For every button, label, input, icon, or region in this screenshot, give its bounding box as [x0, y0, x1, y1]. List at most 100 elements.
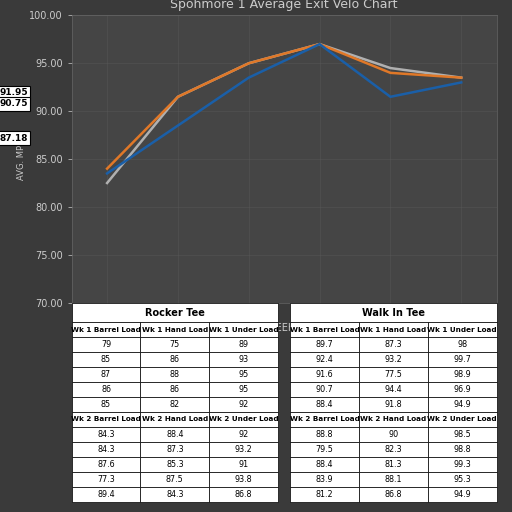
X-axis label: WEEKS: WEEKS — [267, 323, 302, 333]
FancyBboxPatch shape — [140, 397, 209, 412]
FancyBboxPatch shape — [428, 382, 497, 397]
Text: 88.4: 88.4 — [316, 400, 333, 409]
FancyBboxPatch shape — [209, 382, 278, 397]
Text: 85: 85 — [101, 355, 111, 364]
Text: 91.8: 91.8 — [385, 400, 402, 409]
Text: Wk 2 Hand Load: Wk 2 Hand Load — [142, 416, 208, 422]
FancyBboxPatch shape — [72, 427, 140, 442]
FancyBboxPatch shape — [140, 427, 209, 442]
Text: 96.9: 96.9 — [454, 385, 471, 394]
Text: 94.9: 94.9 — [454, 400, 471, 409]
Text: 87.6: 87.6 — [97, 460, 115, 469]
FancyBboxPatch shape — [209, 367, 278, 382]
Text: 86: 86 — [170, 355, 180, 364]
FancyBboxPatch shape — [359, 427, 428, 442]
FancyBboxPatch shape — [359, 382, 428, 397]
Text: 87: 87 — [101, 370, 111, 379]
Text: 85: 85 — [101, 400, 111, 409]
Text: 86: 86 — [170, 385, 180, 394]
FancyBboxPatch shape — [209, 412, 278, 427]
FancyBboxPatch shape — [140, 322, 209, 337]
Text: 88.8: 88.8 — [316, 430, 333, 439]
FancyBboxPatch shape — [359, 322, 428, 337]
Text: 98.9: 98.9 — [454, 370, 471, 379]
FancyBboxPatch shape — [428, 442, 497, 457]
FancyBboxPatch shape — [209, 337, 278, 352]
Text: 83.9: 83.9 — [316, 475, 333, 484]
FancyBboxPatch shape — [209, 442, 278, 457]
FancyBboxPatch shape — [72, 322, 140, 337]
Text: 99.3: 99.3 — [454, 460, 471, 469]
FancyBboxPatch shape — [140, 487, 209, 502]
Text: 89.7: 89.7 — [316, 340, 334, 349]
Text: 92.4: 92.4 — [316, 355, 334, 364]
Text: Walk In Tee: Walk In Tee — [362, 308, 425, 317]
Text: 90.7: 90.7 — [316, 385, 334, 394]
Title: Spohmore 1 Average Exit Velo Chart: Spohmore 1 Average Exit Velo Chart — [170, 0, 398, 11]
FancyBboxPatch shape — [428, 337, 497, 352]
FancyBboxPatch shape — [140, 337, 209, 352]
FancyBboxPatch shape — [359, 352, 428, 367]
FancyBboxPatch shape — [140, 412, 209, 427]
Text: Wk 2 Hand Load: Wk 2 Hand Load — [360, 416, 426, 422]
Text: 95: 95 — [239, 370, 249, 379]
FancyBboxPatch shape — [359, 412, 428, 427]
FancyBboxPatch shape — [428, 412, 497, 427]
Text: 93: 93 — [239, 355, 249, 364]
FancyBboxPatch shape — [209, 472, 278, 487]
Text: 87.5: 87.5 — [166, 475, 184, 484]
Text: 79: 79 — [101, 340, 111, 349]
FancyBboxPatch shape — [290, 322, 359, 337]
FancyBboxPatch shape — [209, 427, 278, 442]
Text: 94.4: 94.4 — [385, 385, 402, 394]
FancyBboxPatch shape — [140, 382, 209, 397]
FancyBboxPatch shape — [359, 442, 428, 457]
Text: 91.6: 91.6 — [316, 370, 333, 379]
Text: 77.5: 77.5 — [385, 370, 402, 379]
Text: 85.3: 85.3 — [166, 460, 184, 469]
Text: 88.4: 88.4 — [316, 460, 333, 469]
Text: 89: 89 — [239, 340, 249, 349]
FancyBboxPatch shape — [428, 427, 497, 442]
Text: 88.1: 88.1 — [385, 475, 402, 484]
Text: 91: 91 — [239, 460, 249, 469]
FancyBboxPatch shape — [140, 442, 209, 457]
Text: Wk 1 Barrel Load: Wk 1 Barrel Load — [71, 327, 141, 333]
Text: 93.8: 93.8 — [235, 475, 252, 484]
Text: 87.18: 87.18 — [0, 134, 28, 143]
Text: 75: 75 — [169, 340, 180, 349]
Text: 86.8: 86.8 — [235, 490, 252, 499]
Text: 92: 92 — [239, 400, 249, 409]
Text: 95: 95 — [239, 385, 249, 394]
Text: 88.4: 88.4 — [166, 430, 184, 439]
FancyBboxPatch shape — [209, 487, 278, 502]
FancyBboxPatch shape — [140, 472, 209, 487]
FancyBboxPatch shape — [428, 322, 497, 337]
Text: Wk 2 Under Load: Wk 2 Under Load — [428, 416, 497, 422]
FancyBboxPatch shape — [290, 442, 359, 457]
Text: 82.3: 82.3 — [385, 445, 402, 454]
FancyBboxPatch shape — [359, 457, 428, 472]
FancyBboxPatch shape — [428, 352, 497, 367]
FancyBboxPatch shape — [428, 457, 497, 472]
FancyBboxPatch shape — [72, 457, 140, 472]
Text: 94.9: 94.9 — [454, 490, 471, 499]
Text: Wk 2 Barrel Load: Wk 2 Barrel Load — [290, 416, 359, 422]
Text: 82: 82 — [170, 400, 180, 409]
Text: 77.3: 77.3 — [97, 475, 115, 484]
FancyBboxPatch shape — [72, 397, 140, 412]
FancyBboxPatch shape — [72, 303, 278, 322]
FancyBboxPatch shape — [72, 487, 140, 502]
Text: 93.2: 93.2 — [385, 355, 402, 364]
FancyBboxPatch shape — [359, 367, 428, 382]
Text: 89.4: 89.4 — [97, 490, 115, 499]
Y-axis label: AVG. MPH: AVG. MPH — [17, 138, 26, 180]
Text: 84.3: 84.3 — [97, 445, 115, 454]
FancyBboxPatch shape — [72, 337, 140, 352]
Text: 98: 98 — [457, 340, 467, 349]
FancyBboxPatch shape — [209, 322, 278, 337]
FancyBboxPatch shape — [290, 303, 497, 322]
FancyBboxPatch shape — [72, 352, 140, 367]
FancyBboxPatch shape — [290, 382, 359, 397]
Text: 99.7: 99.7 — [453, 355, 471, 364]
